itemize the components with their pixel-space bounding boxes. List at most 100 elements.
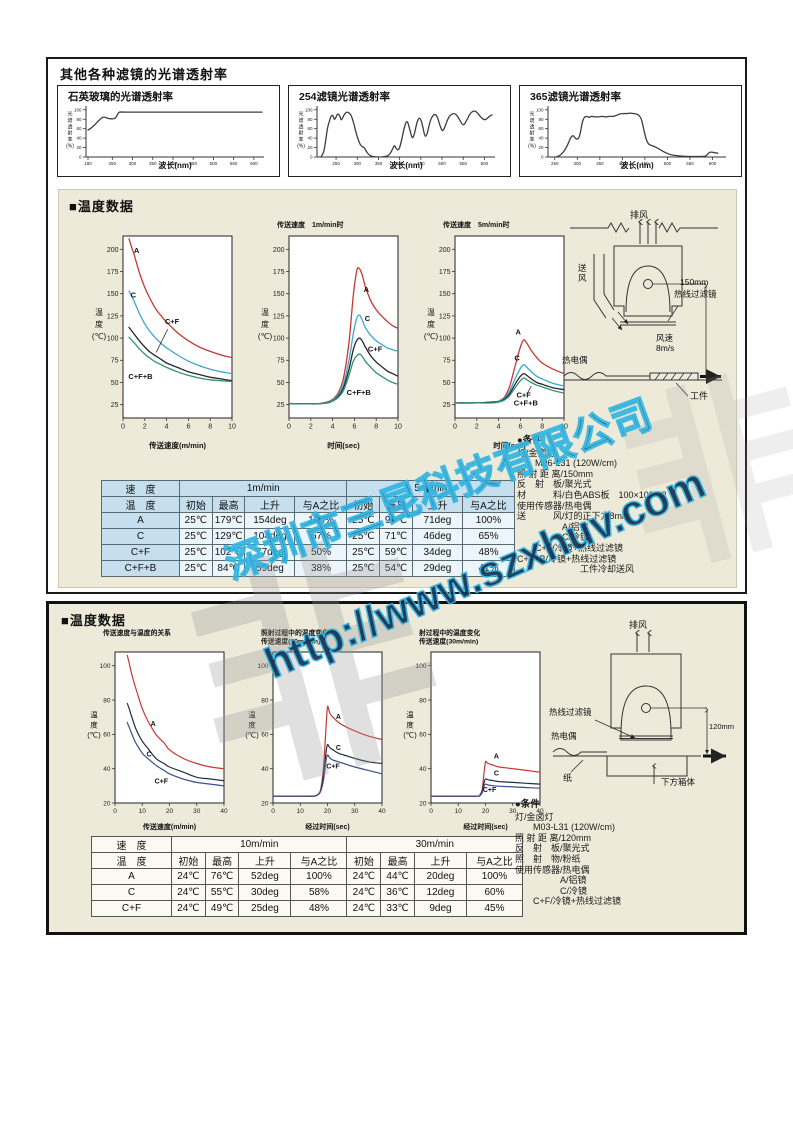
svg-text:450: 450 (641, 161, 649, 166)
cell: 38% (294, 560, 348, 577)
svg-text:60: 60 (419, 732, 427, 739)
svg-text:0: 0 (310, 155, 313, 160)
svg-text:(%): (%) (297, 144, 305, 150)
condition-line: 使用传感器/热电偶 (515, 864, 590, 875)
svg-text:0: 0 (453, 424, 457, 431)
col-header: 初始 (179, 496, 213, 513)
condition-line: 送 风/灯的正下方8m/s (517, 511, 630, 522)
condition-line: M03-L31 (120W/cm) (515, 822, 616, 833)
condition-line: 工件冷却送风 (517, 564, 635, 575)
svg-text:350: 350 (375, 161, 383, 166)
cell: 45% (465, 900, 524, 917)
svg-text:6: 6 (352, 424, 356, 431)
svg-text:250: 250 (551, 161, 559, 166)
table-row: 速 度 1m/min 5m/min (101, 480, 515, 497)
temp-data-table-1: 速 度 1m/min 5m/min 温 度 初始 最高 上升 与A之比 初始 最… (101, 480, 516, 577)
cell: 100% (465, 868, 524, 885)
svg-text:40: 40 (419, 766, 427, 773)
svg-text:550: 550 (459, 161, 467, 166)
svg-text:100: 100 (258, 663, 269, 670)
svg-text:30: 30 (509, 808, 517, 815)
svg-text:4: 4 (497, 424, 501, 431)
cell: 36℃ (380, 884, 415, 901)
svg-text:A: A (516, 328, 522, 337)
table-row: 速 度 10m/min 30m/min (91, 836, 523, 853)
heat-filter-label: 热线过滤镜 (674, 289, 717, 299)
svg-text:125: 125 (273, 313, 285, 320)
condition-line: C+F+B/冷镜+热线过滤镜 (517, 553, 617, 564)
panel2-chart-row: 20 40 60 80 100 0 10 20 30 40 传送速度与温度的关系 传送速度(m/min… (85, 626, 547, 836)
svg-text:500: 500 (438, 161, 446, 166)
svg-text:C: C (147, 752, 152, 759)
cell: 12deg (413, 884, 467, 901)
svg-text:A: A (494, 753, 499, 760)
cell: 48% (461, 544, 516, 561)
condition-line: C/冷镜 (515, 885, 588, 896)
col-header: 与A之比 (461, 496, 516, 513)
svg-text:20: 20 (307, 145, 313, 150)
panel1-title: ■温度数据 (69, 199, 134, 214)
svg-text:温: 温 (406, 711, 414, 720)
svg-text:度: 度 (95, 319, 103, 329)
col-header: 与A之比 (294, 496, 348, 513)
table-row: A 25℃ 179℃ 154deg 100% 25℃ 96℃ 71deg 100… (101, 512, 516, 529)
cell: 25℃ (179, 544, 213, 561)
condition-line: 材 料/白色ABS板 100×100×t2 (517, 489, 667, 500)
condition-line: 照 射 物/粉纸 (515, 853, 581, 864)
svg-text:温: 温 (427, 308, 435, 317)
svg-text:C: C (365, 314, 371, 323)
svg-text:250: 250 (332, 161, 340, 166)
svg-text:率: 率 (529, 136, 534, 143)
svg-text:传送速度 1m/min时: 传送速度 1m/min时 (276, 220, 344, 229)
svg-text:C+F: C+F (483, 787, 497, 794)
cell: 24℃ (171, 900, 206, 917)
svg-text:60: 60 (307, 126, 313, 131)
svg-text:6: 6 (518, 424, 522, 431)
svg-text:传送速度与温度的关系: 传送速度与温度的关系 (102, 628, 171, 637)
svg-text:C+F: C+F (326, 764, 340, 771)
svg-text:透: 透 (529, 123, 534, 130)
table-row: C+F 24℃ 49℃ 25deg 48% 24℃ 33℃ 9deg 45% (91, 900, 524, 917)
svg-text:100: 100 (100, 663, 111, 670)
svg-text:率: 率 (298, 136, 303, 143)
svg-text:(℃): (℃) (258, 332, 273, 341)
cell: 34deg (411, 544, 463, 561)
svg-text:100: 100 (107, 336, 119, 343)
lamp-box-diagram-drawing (552, 624, 726, 784)
svg-text:温: 温 (95, 308, 103, 317)
svg-text:600: 600 (250, 161, 258, 166)
svg-text:光: 光 (298, 111, 303, 118)
svg-text:40: 40 (76, 136, 82, 141)
svg-text:350: 350 (596, 161, 604, 166)
row-label: A (91, 868, 172, 885)
condition-line: C+F/冷镜+热线过滤镜 (515, 896, 622, 907)
svg-text:(℃): (℃) (245, 731, 259, 740)
cell: 96℃ (379, 512, 413, 529)
group-1mmin: 1m/min (178, 480, 348, 497)
cell: 25℃ (346, 512, 381, 529)
spectral-transmittance-section: 其他各种滤镜的光谱透射率 石英玻璃的光谱透射率 0 20 40 60 80 100 190 2… (46, 57, 747, 594)
svg-text:时间(sec): 时间(sec) (493, 440, 526, 450)
svg-text:80: 80 (538, 117, 544, 122)
svg-text:0: 0 (287, 424, 291, 431)
svg-text:80: 80 (261, 697, 269, 704)
condition-line: 照 射 距 离/150mm (517, 468, 594, 479)
svg-text:10: 10 (455, 808, 463, 815)
svg-text:谱: 谱 (67, 117, 72, 124)
paper-label: 纸 (563, 773, 573, 783)
svg-text:50: 50 (443, 380, 451, 387)
svg-text:100: 100 (439, 336, 451, 343)
condition-line: 照 射 距 离/120mm (515, 832, 592, 843)
distance-150mm-label: 150mm (680, 277, 709, 287)
col-header: 初始 (171, 852, 206, 869)
svg-text:175: 175 (439, 269, 451, 276)
svg-text:光: 光 (67, 111, 72, 118)
svg-text:8: 8 (540, 424, 544, 431)
svg-text:20: 20 (166, 808, 174, 815)
svg-text:射过程中的温度变化: 射过程中的温度变化 (418, 628, 480, 637)
temp-curve-1mmin-chart: 25 50 75 100 125 150 175 200 0 2 4 6 8 10 传送速度 1m/min时… (255, 218, 405, 455)
svg-text:传送速度(10m/min): 传送速度(10m/min) (260, 637, 320, 646)
svg-text:450: 450 (189, 161, 197, 166)
svg-text:100: 100 (305, 107, 313, 112)
svg-text:温: 温 (90, 711, 98, 720)
